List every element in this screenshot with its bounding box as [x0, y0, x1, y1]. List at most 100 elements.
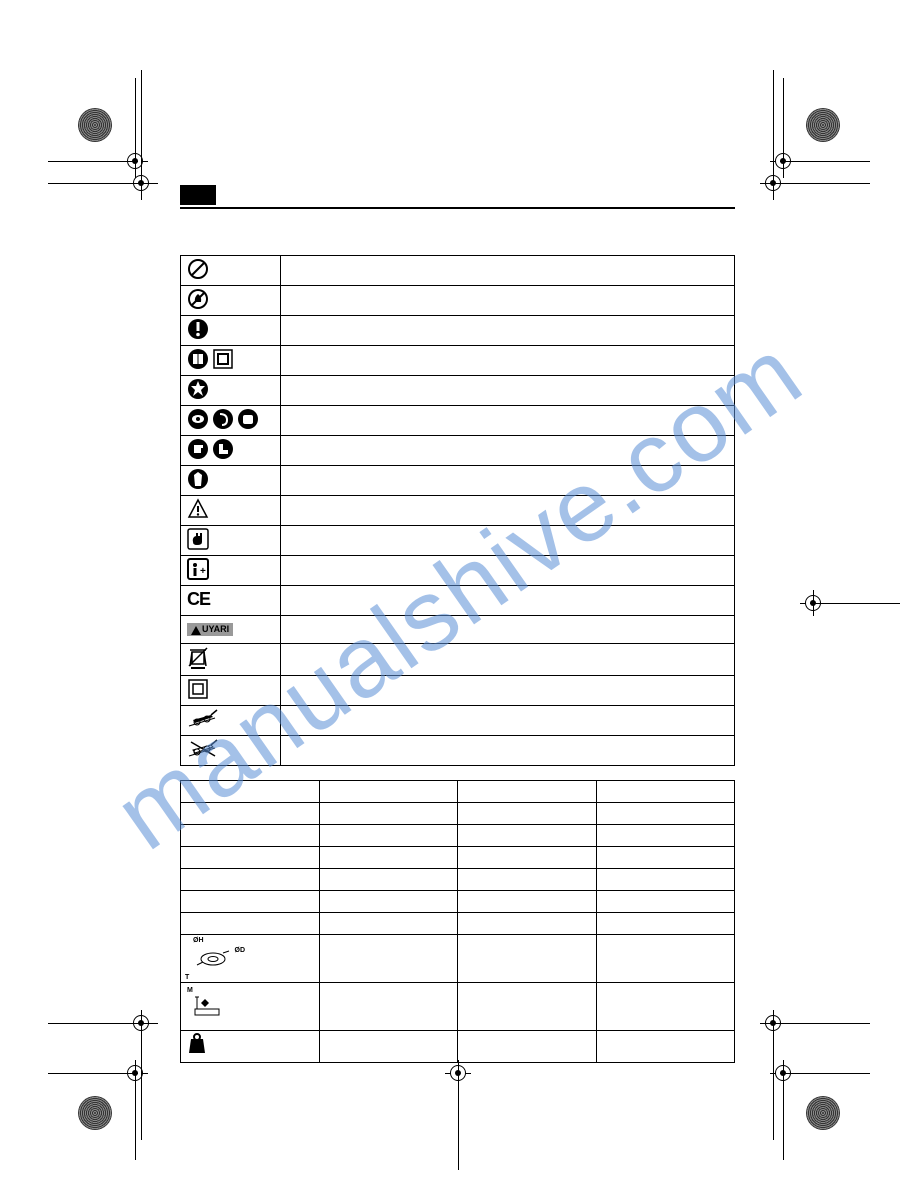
- table-row: [181, 913, 735, 935]
- table-row: [181, 496, 735, 526]
- spec-cell: [596, 1031, 735, 1063]
- spec-cell: [458, 781, 597, 803]
- info-square-icon: [181, 556, 281, 586]
- spec-cell: [181, 869, 320, 891]
- body-protection-icon: [181, 466, 281, 496]
- registration-mark: [800, 590, 826, 616]
- spec-cell: [319, 891, 458, 913]
- spec-cell: [319, 847, 458, 869]
- spec-cell: [596, 983, 735, 1031]
- table-row: [181, 706, 735, 736]
- table-row: [181, 256, 735, 286]
- registration-mark: [128, 170, 154, 196]
- symbol-description: [281, 676, 735, 706]
- table-row: [181, 869, 735, 891]
- registration-mark: [760, 170, 786, 196]
- hand-hazard-icon: [181, 526, 281, 556]
- table-row: [181, 526, 735, 556]
- symbol-description: [281, 406, 735, 436]
- symbol-description: [281, 706, 735, 736]
- spec-cell: [319, 781, 458, 803]
- table-row: [181, 556, 735, 586]
- symbol-description: [281, 644, 735, 676]
- moving-parts-icon: [181, 376, 281, 406]
- symbols-table-wrap: UYARI: [180, 255, 735, 766]
- spec-cell: [596, 803, 735, 825]
- no-open-flame-icon: [181, 286, 281, 316]
- symbol-description: [281, 316, 735, 346]
- symbols-table: UYARI: [180, 255, 735, 766]
- spec-cell: [458, 1031, 597, 1063]
- spec-cell: [458, 891, 597, 913]
- table-row: [181, 1031, 735, 1063]
- spec-cell: [181, 825, 320, 847]
- spec-cell: [458, 935, 597, 983]
- symbol-description: [281, 346, 735, 376]
- table-row: [181, 286, 735, 316]
- spec-cell: [596, 913, 735, 935]
- symbol-description: [281, 556, 735, 586]
- exclamation-circle-icon: [181, 316, 281, 346]
- table-row: [181, 736, 735, 766]
- page-header: [180, 185, 735, 209]
- spec-cell: [596, 847, 735, 869]
- spec-cell: [319, 1031, 458, 1063]
- gloves-boots-icon: [181, 436, 281, 466]
- spec-cell: [319, 935, 458, 983]
- spec-icon-cell: M: [181, 983, 320, 1031]
- symbol-description: [281, 496, 735, 526]
- table-row: [181, 376, 735, 406]
- read-manual-pair-icon: [181, 346, 281, 376]
- table-row: [181, 847, 735, 869]
- spec-cell: [181, 803, 320, 825]
- table-row: M: [181, 983, 735, 1031]
- ce-mark-icon: [181, 586, 281, 616]
- symbol-description: [281, 286, 735, 316]
- spec-cell: [596, 935, 735, 983]
- prohibition-icon: [181, 256, 281, 286]
- spec-cell: [181, 913, 320, 935]
- table-row: [181, 803, 735, 825]
- table-row: [181, 346, 735, 376]
- spec-cell: [319, 803, 458, 825]
- class-ii-icon: [181, 676, 281, 706]
- spec-cell: [458, 825, 597, 847]
- symbol-description: [281, 526, 735, 556]
- table-row: ØHØDT: [181, 935, 735, 983]
- spec-icon-cell: ØHØDT: [181, 935, 320, 983]
- symbol-description: [281, 436, 735, 466]
- spec-cell: [458, 913, 597, 935]
- table-row: [181, 316, 735, 346]
- table-row: [181, 466, 735, 496]
- weee-bin-icon: [181, 644, 281, 676]
- warning-triangle-icon: [181, 496, 281, 526]
- symbol-description: [281, 256, 735, 286]
- spec-cell: [458, 847, 597, 869]
- table-row: [181, 781, 735, 803]
- table-row: [181, 586, 735, 616]
- spec-cell: [181, 781, 320, 803]
- table-row: [181, 825, 735, 847]
- registration-mark: [760, 1010, 786, 1036]
- table-row: [181, 644, 735, 676]
- spec-cell: [458, 983, 597, 1031]
- spec-cell: [181, 847, 320, 869]
- symbol-description: [281, 376, 735, 406]
- language-marker: [180, 185, 216, 205]
- spec-cell: [181, 891, 320, 913]
- spec-cell: [319, 913, 458, 935]
- spec-icon-cell: [181, 1031, 320, 1063]
- uyari-warning-icon: UYARI: [181, 616, 281, 644]
- eye-ear-face-protection-icon: [181, 406, 281, 436]
- symbol-description: [281, 466, 735, 496]
- table-row: [181, 406, 735, 436]
- spec-cell: [319, 869, 458, 891]
- specs-table-wrap: ØHØDTM: [180, 780, 735, 1063]
- symbol-description: [281, 736, 735, 766]
- spec-cell: [596, 825, 735, 847]
- registration-mark: [128, 1010, 154, 1036]
- spec-cell: [458, 803, 597, 825]
- symbol-description: [281, 586, 735, 616]
- spec-cell: [596, 781, 735, 803]
- table-row: [181, 436, 735, 466]
